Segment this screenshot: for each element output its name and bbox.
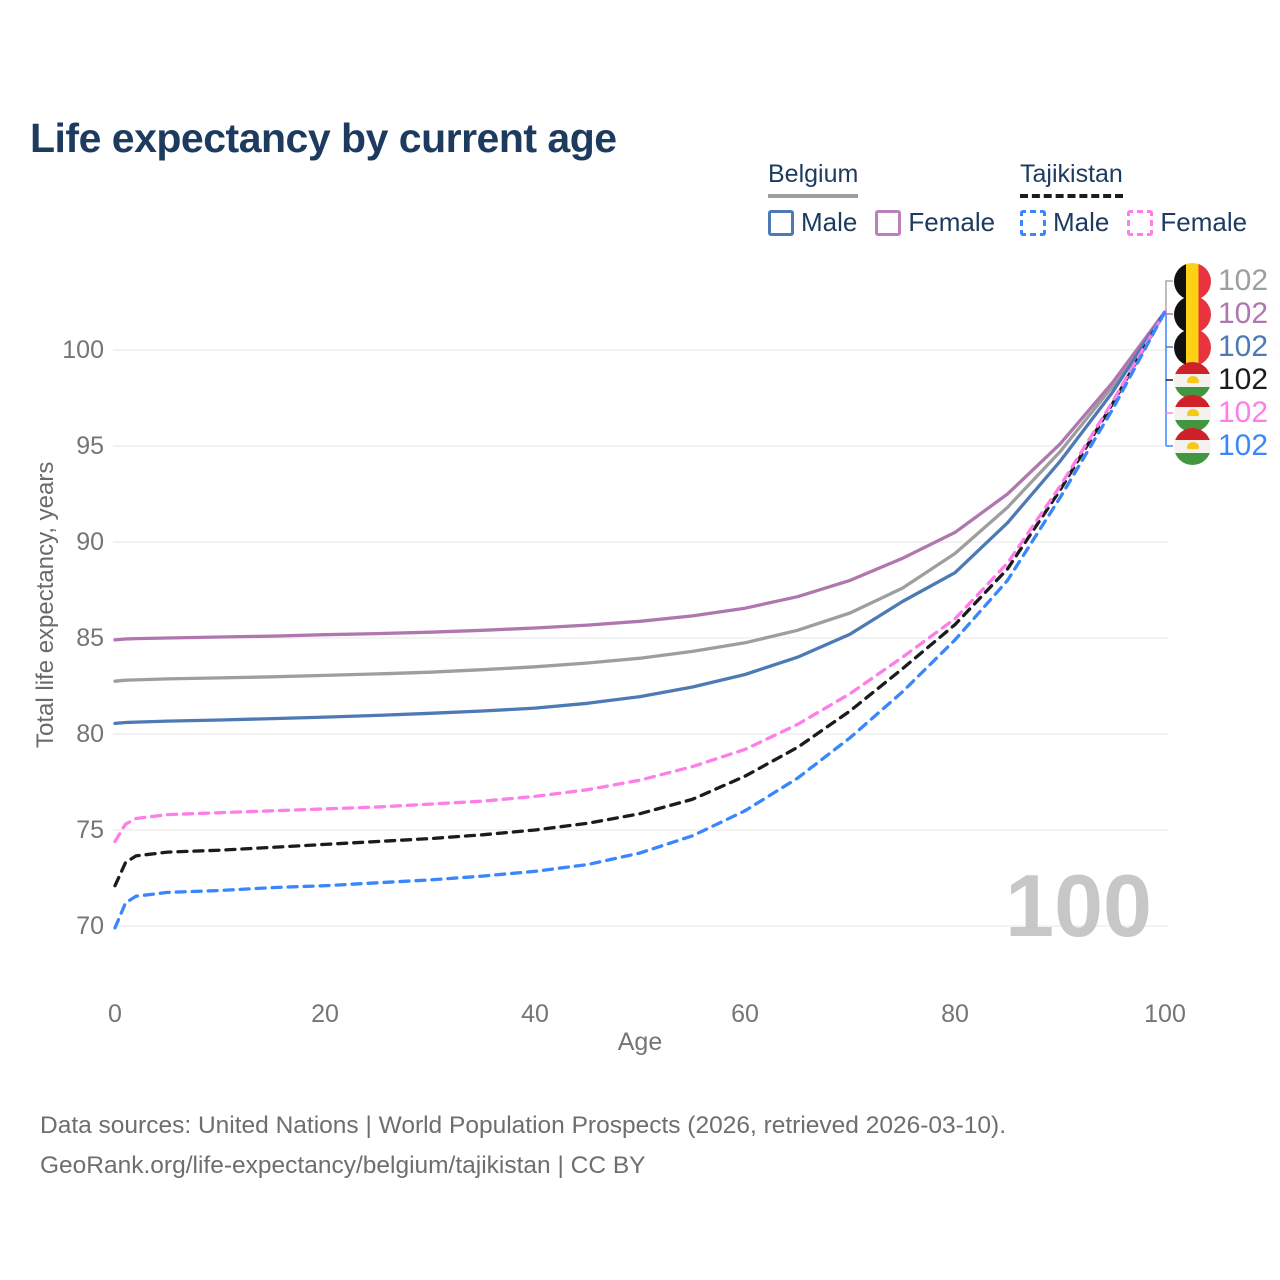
age-watermark: 100 bbox=[1005, 856, 1152, 955]
chart-title: Life expectancy by current age bbox=[30, 115, 617, 162]
tajikistan-male-swatch-icon[interactable] bbox=[1020, 209, 1046, 236]
legend-items-belgium: Male Female bbox=[768, 207, 995, 238]
x-tick-20: 20 bbox=[311, 1000, 339, 1028]
tajikistan-flag-icon bbox=[1174, 427, 1211, 465]
leader-line-gray bbox=[1165, 280, 1173, 311]
tajikistan-flag-icon bbox=[1174, 361, 1211, 399]
endpoint-value: 102 bbox=[1218, 363, 1269, 396]
legend-items-tajikistan: Male Female bbox=[1020, 207, 1247, 238]
y-tick-75: 75 bbox=[76, 816, 104, 844]
legend-label-belgium-female: Female bbox=[908, 207, 996, 237]
tajikistan-female-swatch-icon[interactable] bbox=[1127, 209, 1154, 236]
legend-item-belgium-male[interactable]: Male bbox=[768, 207, 857, 238]
source-note: Data sources: United Nations | World Pop… bbox=[40, 1106, 1006, 1186]
belgium-flag-icon bbox=[1174, 262, 1211, 300]
endpoint-label-row: 102 bbox=[1174, 361, 1269, 399]
series-line-belgium-female bbox=[113, 309, 1167, 642]
legend-label-tajikistan-male: Male bbox=[1053, 207, 1110, 237]
legend-label-tajikistan-female: Female bbox=[1160, 207, 1248, 237]
endpoint-value: 102 bbox=[1218, 264, 1269, 297]
endpoint-value: 102 bbox=[1218, 429, 1269, 462]
endpoint-label-row: 102 bbox=[1174, 328, 1269, 366]
x-tick-60: 60 bbox=[731, 1000, 759, 1028]
belgium-male-swatch-icon[interactable] bbox=[768, 209, 794, 236]
x-tick-100: 100 bbox=[1144, 1000, 1186, 1028]
legend-item-tajikistan-female[interactable]: Female bbox=[1127, 207, 1247, 238]
source-line-2: GeoRank.org/life-expectancy/belgium/taji… bbox=[40, 1152, 646, 1179]
x-axis-title: Age bbox=[618, 1028, 662, 1056]
endpoint-value: 102 bbox=[1218, 297, 1269, 330]
series-line-belgium-total- bbox=[113, 309, 1167, 683]
endpoint-label-row: 102 bbox=[1174, 295, 1269, 333]
y-tick-80: 80 bbox=[76, 720, 104, 748]
x-tick-80: 80 bbox=[941, 1000, 969, 1028]
legend-item-tajikistan-male[interactable]: Male bbox=[1020, 207, 1109, 238]
belgium-female-swatch-icon[interactable] bbox=[875, 209, 902, 236]
legend-group-title-tajikistan[interactable]: Tajikistan bbox=[1020, 160, 1123, 198]
y-tick-95: 95 bbox=[76, 432, 104, 460]
y-tick-90: 90 bbox=[76, 528, 104, 556]
x-tick-0: 0 bbox=[108, 1000, 122, 1028]
belgium-flag-icon bbox=[1174, 295, 1211, 333]
x-tick-40: 40 bbox=[521, 1000, 549, 1028]
endpoint-value: 102 bbox=[1218, 396, 1269, 429]
endpoint-label-row: 102 bbox=[1174, 427, 1269, 465]
legend-group-title-belgium[interactable]: Belgium bbox=[768, 160, 859, 198]
y-tick-85: 85 bbox=[76, 624, 104, 652]
belgium-flag-icon bbox=[1174, 328, 1211, 366]
series-line-tajikistan-total- bbox=[113, 309, 1167, 888]
y-tick-70: 70 bbox=[76, 912, 104, 940]
legend-group-belgium: Belgium Male Female bbox=[768, 160, 995, 238]
endpoint-label-row: 102 bbox=[1174, 262, 1269, 300]
legend-item-belgium-female[interactable]: Female bbox=[875, 207, 995, 238]
endpoint-label-row: 102 bbox=[1174, 394, 1269, 432]
tajikistan-flag-icon bbox=[1174, 394, 1211, 432]
series-line-belgium-male bbox=[113, 309, 1167, 726]
series-line-tajikistan-male bbox=[113, 309, 1167, 930]
y-tick-100: 100 bbox=[62, 336, 104, 364]
legend-group-tajikistan: Tajikistan Male Female bbox=[1020, 160, 1247, 238]
endpoint-value: 102 bbox=[1218, 330, 1269, 363]
source-line-1: Data sources: United Nations | World Pop… bbox=[40, 1112, 1007, 1139]
series-line-tajikistan-female bbox=[113, 309, 1167, 844]
legend-label-belgium-male: Male bbox=[801, 207, 858, 237]
